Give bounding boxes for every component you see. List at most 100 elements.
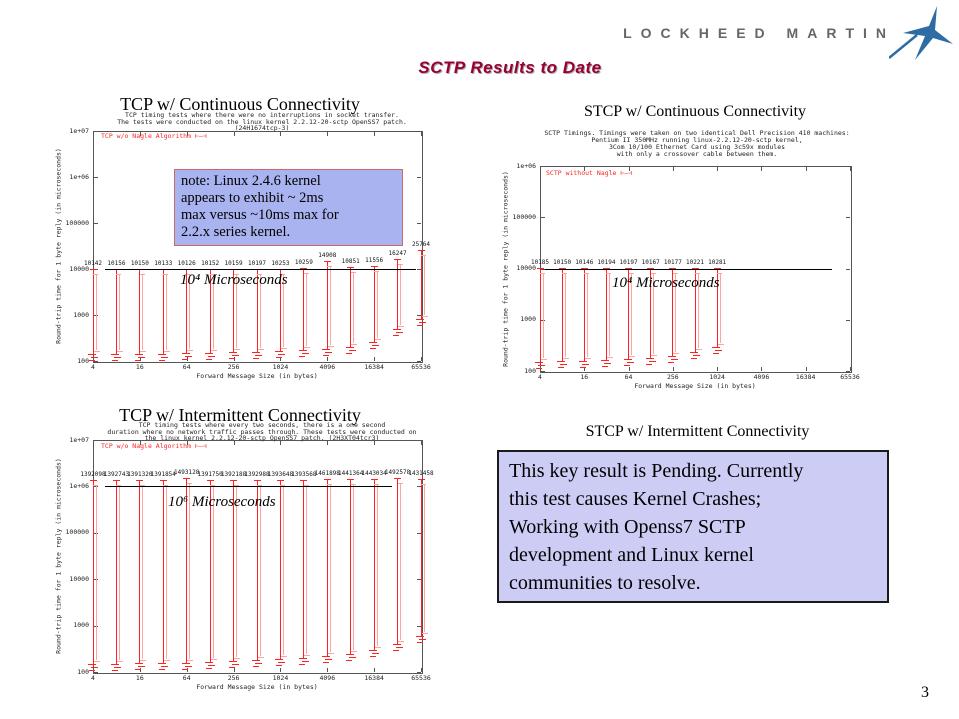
error-bar-line — [397, 478, 399, 645]
pending-box-line: development and Linux kernel — [509, 544, 754, 566]
cluster-dash — [229, 667, 236, 669]
cluster-dash — [181, 352, 190, 354]
error-bar-cap-light — [374, 484, 380, 485]
error-bar-line-light — [329, 266, 331, 346]
error-bar-cap-light — [139, 484, 145, 486]
cluster-dash — [161, 356, 169, 358]
cluster-dash — [535, 367, 542, 369]
cluster-dash-light — [398, 325, 405, 327]
y-axis-title: Round-trip time for 1 byte reply (in mic… — [54, 148, 63, 344]
cluster-dash — [325, 352, 333, 354]
error-bar-line — [326, 261, 328, 350]
cluster-dash-light — [163, 350, 170, 352]
cluster-dash-light — [187, 349, 194, 351]
cluster-dash-light — [234, 349, 241, 351]
lockheed-martin-star-icon — [889, 6, 953, 60]
legend-label: TCP w/o Nagle Algorithm ⊢—⊣ — [101, 442, 207, 450]
cluster-dash — [231, 664, 239, 666]
y-tick-label: 1000 — [520, 315, 536, 324]
pending-section-title: STCP w/ Intermittent Connectivity — [585, 423, 810, 440]
error-bar-line — [233, 268, 235, 353]
x-tick-mark — [628, 367, 630, 371]
point-value-label: 10150 — [130, 259, 149, 267]
cluster-dash — [648, 360, 656, 362]
x-tick-mark-top — [139, 441, 141, 445]
point-value-label: 1443034 — [361, 470, 387, 477]
cluster-dash — [184, 355, 192, 357]
cluster-dash-light — [93, 351, 100, 353]
y-tick-label: 100000 — [65, 528, 89, 537]
cluster-dash — [252, 666, 259, 668]
plot-frame — [93, 131, 423, 363]
point-value-label: 1392988 — [244, 470, 270, 478]
error-bar-cap — [713, 267, 721, 269]
x-tick-label: 16 — [580, 373, 589, 381]
error-bar-line — [539, 268, 541, 362]
cluster-dash — [582, 363, 590, 365]
error-bar-cap-light — [303, 484, 309, 486]
point-value-label: 10851 — [341, 258, 360, 266]
y-tick-label: 10000 — [69, 264, 89, 273]
cluster-dash — [298, 350, 307, 352]
cluster-dash — [712, 346, 721, 348]
cluster-dash-light — [116, 660, 123, 662]
cluster-dash — [161, 666, 169, 668]
cluster-dash-light — [717, 343, 724, 345]
error-bar-line-light — [376, 271, 378, 338]
note-box-line: max versus ~10ms max for — [181, 207, 339, 223]
error-bar-line — [139, 479, 141, 664]
reference-annotation: 10⁶ Microseconds — [168, 494, 276, 510]
error-bar-line-light — [282, 273, 284, 347]
y-tick-mark — [94, 177, 98, 178]
x-tick-label: 4096 — [753, 373, 770, 381]
x-tick-mark-top — [540, 167, 541, 171]
x-tick-label: 4096 — [319, 363, 336, 371]
cluster-dash-light — [257, 657, 264, 659]
note-box-line: appears to exhibit ~ 2ms — [181, 190, 324, 206]
cluster-dash — [137, 666, 145, 668]
x-tick-mark-top — [186, 132, 188, 136]
x-tick-mark — [850, 367, 851, 371]
cluster-dash — [346, 659, 353, 661]
plot-subtitle-line: TCP timing tests where there were no int… — [125, 111, 399, 119]
x-tick-mark-top — [805, 167, 807, 171]
cluster-dash-light — [257, 348, 264, 350]
error-bar-cap-light — [233, 273, 239, 275]
cluster-dash-light — [140, 350, 147, 352]
cluster-dash — [134, 663, 143, 665]
cluster-dash — [601, 365, 608, 367]
cluster-dash — [114, 666, 122, 668]
cluster-dash — [345, 653, 354, 655]
cluster-dash — [205, 667, 212, 669]
error-bar-cap — [89, 268, 97, 270]
error-bar-cap-light — [280, 484, 286, 486]
error-bar-cap-light — [186, 273, 192, 275]
error-bar-cap-light — [628, 273, 634, 275]
error-bar-line — [233, 479, 235, 662]
error-bar-cap — [112, 479, 120, 481]
error-bar-cap-light — [650, 273, 656, 275]
error-bar-cap — [347, 267, 355, 269]
point-value-label: 1441364 — [338, 470, 364, 478]
x-tick-label: 4096 — [319, 674, 336, 682]
y-tick-mark-right — [417, 440, 421, 441]
cluster-dash — [255, 663, 262, 665]
x-tick-label: 16384 — [364, 674, 384, 682]
cluster-dash — [646, 363, 653, 365]
point-value-label: 10197 — [247, 259, 267, 267]
cluster-dash — [348, 350, 356, 352]
point-value-label: 10150 — [553, 259, 572, 267]
point-value-label: 1391854 — [150, 470, 176, 478]
cluster-dash — [137, 356, 145, 358]
cluster-dash-light — [327, 346, 334, 348]
cluster-dash — [275, 665, 282, 667]
error-bar-cap — [536, 268, 544, 270]
x-tick-label: 4 — [91, 674, 95, 682]
y-tick-label: 100 — [77, 667, 89, 676]
cluster-dash — [345, 347, 354, 349]
x-tick-mark — [584, 367, 586, 371]
x-tick-mark-top — [280, 441, 282, 445]
point-value-label: 10152 — [201, 259, 220, 267]
cluster-dash — [690, 352, 698, 354]
cluster-dash — [670, 358, 678, 360]
